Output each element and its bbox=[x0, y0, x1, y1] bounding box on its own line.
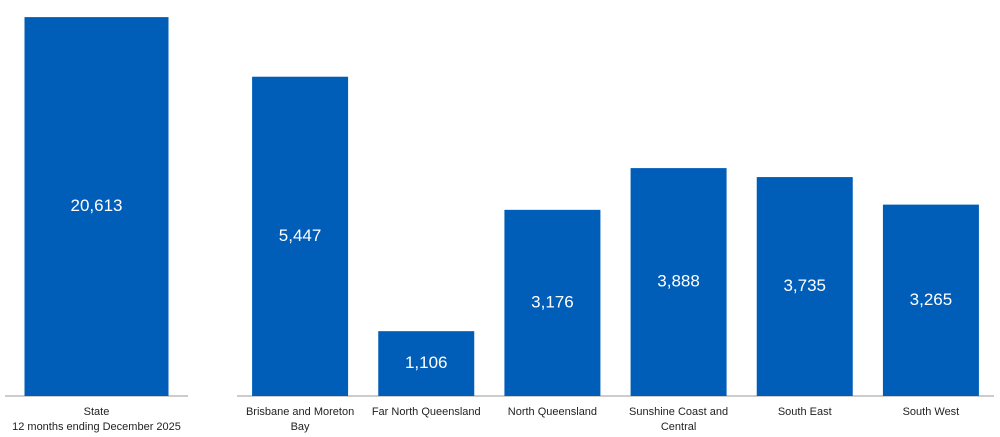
bar bbox=[756, 177, 853, 396]
value-label: 1,106 bbox=[405, 353, 448, 372]
bar bbox=[24, 17, 169, 396]
x-tick-label: Brisbane and Moreton Bay bbox=[246, 406, 354, 433]
bar bbox=[252, 76, 349, 397]
value-label: 3,735 bbox=[783, 276, 826, 295]
x-tick-label: Far North Queensland bbox=[372, 406, 481, 418]
bar bbox=[882, 204, 979, 396]
subtitle: 12 months ending December 2025 bbox=[12, 421, 181, 433]
x-tick-label: South West bbox=[903, 406, 960, 418]
x-tick-label: State bbox=[84, 406, 110, 418]
bar bbox=[504, 209, 601, 396]
bar bbox=[378, 331, 475, 396]
bar bbox=[630, 168, 727, 396]
x-tick-label: North Queensland bbox=[508, 406, 597, 418]
value-label: 20,613 bbox=[71, 196, 123, 215]
value-label: 3,265 bbox=[910, 290, 953, 309]
value-label: 3,888 bbox=[657, 272, 700, 291]
x-tick-label: Sunshine Coast and Central bbox=[629, 406, 728, 433]
value-label: 5,447 bbox=[279, 226, 322, 245]
x-tick-label: South East bbox=[778, 406, 832, 418]
value-label: 3,176 bbox=[531, 292, 574, 311]
